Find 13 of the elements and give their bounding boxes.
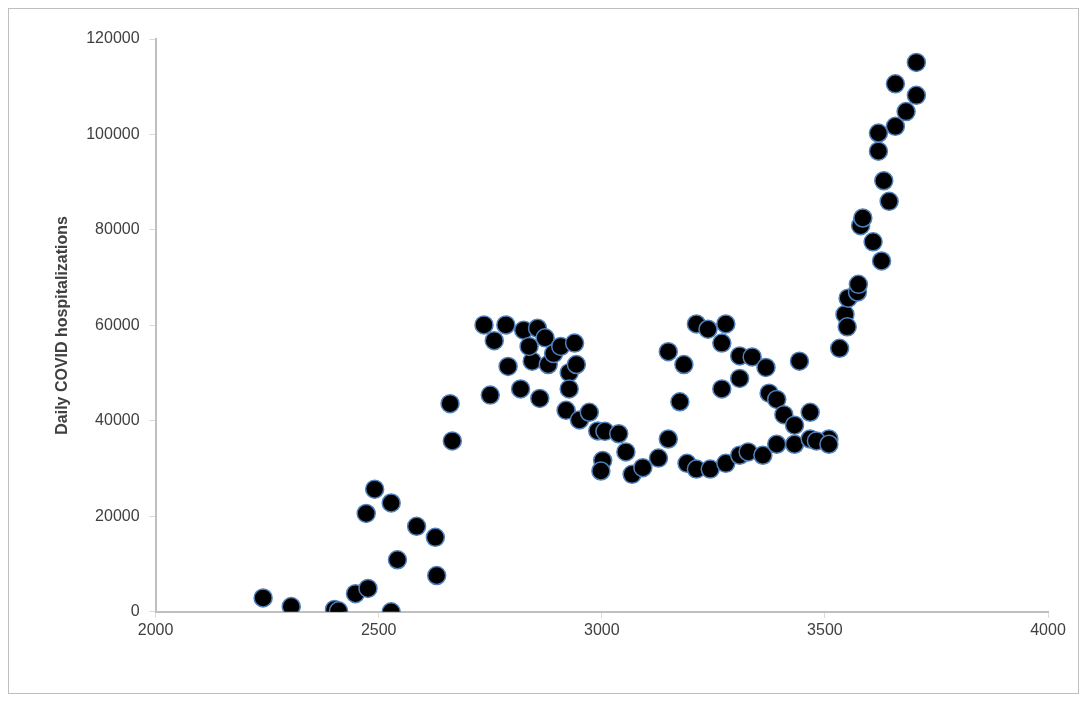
y-tick-label: 100000 xyxy=(86,124,140,142)
x-tick-label: 3500 xyxy=(807,620,843,638)
y-tick-label: 60000 xyxy=(95,315,140,333)
y-tick-label: 40000 xyxy=(95,411,140,429)
x-tick-label: 4000 xyxy=(1030,620,1066,638)
x-tick-label: 2500 xyxy=(360,620,397,638)
y-tick-label: 80000 xyxy=(95,220,140,238)
y-axis-title: Daily COVID hospitalizations xyxy=(53,215,71,435)
y-tick-label: 0 xyxy=(130,602,140,620)
x-tick-label: 2000 xyxy=(137,620,174,638)
y-tick-label: 20000 xyxy=(95,506,140,524)
x-tick-label: 3000 xyxy=(584,620,620,638)
y-tick-label: 120000 xyxy=(86,29,140,47)
